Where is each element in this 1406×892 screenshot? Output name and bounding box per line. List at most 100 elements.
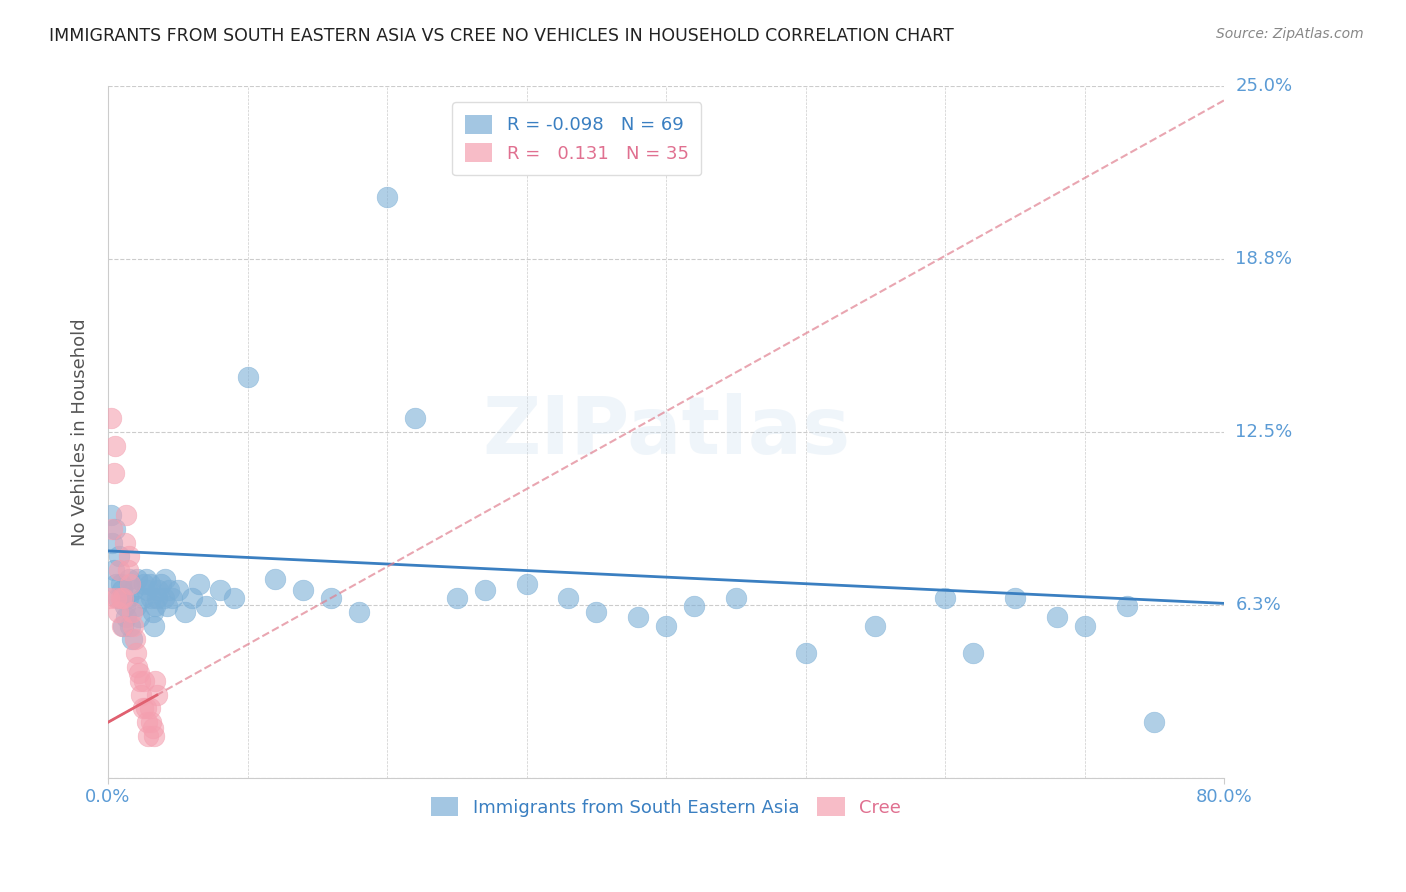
Point [111,582,134,597]
Point [120,577,142,591]
Point [139,577,162,591]
Legend: Immigrants from South Eastern Asia, Cree: Immigrants from South Eastern Asia, Cree [425,790,908,824]
Point [136,715,159,730]
Point [125,599,148,614]
Point [100,508,122,522]
Point [105,577,128,591]
Point [155,599,177,614]
Point [108,549,131,564]
Point [107,605,129,619]
Point [118,572,141,586]
Point [166,582,188,597]
Point [145,673,167,688]
Point [112,618,135,632]
Point [153,572,176,586]
Text: 18.8%: 18.8% [1236,251,1292,268]
Point [1004,591,1026,605]
Point [655,618,678,632]
Point [115,610,138,624]
Text: IMMIGRANTS FROM SOUTH EASTERN ASIA VS CREE NO VEHICLES IN HOUSEHOLD CORRELATION : IMMIGRANTS FROM SOUTH EASTERN ASIA VS CR… [49,27,953,45]
Point [132,591,155,605]
Point [516,577,538,591]
Point [962,646,984,660]
Point [157,582,180,597]
Point [146,591,169,605]
Point [236,369,259,384]
Point [129,673,152,688]
Point [292,582,315,597]
Point [135,572,157,586]
Point [110,577,132,591]
Point [136,582,159,597]
Point [724,591,747,605]
Point [98,591,121,605]
Point [117,563,139,577]
Y-axis label: No Vehicles in Household: No Vehicles in Household [72,318,89,546]
Text: 25.0%: 25.0% [1236,78,1292,95]
Point [122,618,145,632]
Point [143,618,166,632]
Point [173,605,195,619]
Point [127,572,149,586]
Point [160,591,183,605]
Point [101,522,124,536]
Point [794,646,817,660]
Point [127,660,149,674]
Point [105,591,128,605]
Point [110,591,132,605]
Point [143,729,166,743]
Point [404,411,426,425]
Text: 12.5%: 12.5% [1236,423,1292,441]
Point [121,605,143,619]
Point [347,605,370,619]
Point [153,591,176,605]
Point [128,610,150,624]
Point [132,701,155,715]
Point [101,535,124,549]
Point [1073,618,1095,632]
Point [134,577,156,591]
Point [194,599,217,614]
Point [145,599,167,614]
Point [128,665,150,680]
Point [120,618,142,632]
Point [146,688,169,702]
Point [118,549,141,564]
Point [222,591,245,605]
Point [121,632,143,647]
Point [446,591,468,605]
Point [138,729,160,743]
Point [1143,715,1166,730]
Point [100,411,122,425]
Point [474,582,496,597]
Point [125,646,148,660]
Point [187,577,209,591]
Point [321,591,343,605]
Point [117,591,139,605]
Point [107,591,129,605]
Point [103,563,125,577]
Point [124,632,146,647]
Text: Source: ZipAtlas.com: Source: ZipAtlas.com [1216,27,1364,41]
Point [208,582,231,597]
Text: ZIPatlas: ZIPatlas [482,393,851,471]
Text: 6.3%: 6.3% [1236,596,1281,614]
Point [557,591,579,605]
Point [934,591,956,605]
Point [375,190,398,204]
Point [134,673,156,688]
Point [148,582,170,597]
Point [1046,610,1069,624]
Point [135,701,157,715]
Point [1115,599,1137,614]
Point [150,577,173,591]
Point [627,610,650,624]
Point [141,591,163,605]
Point [115,508,138,522]
Point [142,721,165,735]
Point [585,605,607,619]
Point [139,701,162,715]
Point [264,572,287,586]
Point [683,599,706,614]
Point [104,439,127,453]
